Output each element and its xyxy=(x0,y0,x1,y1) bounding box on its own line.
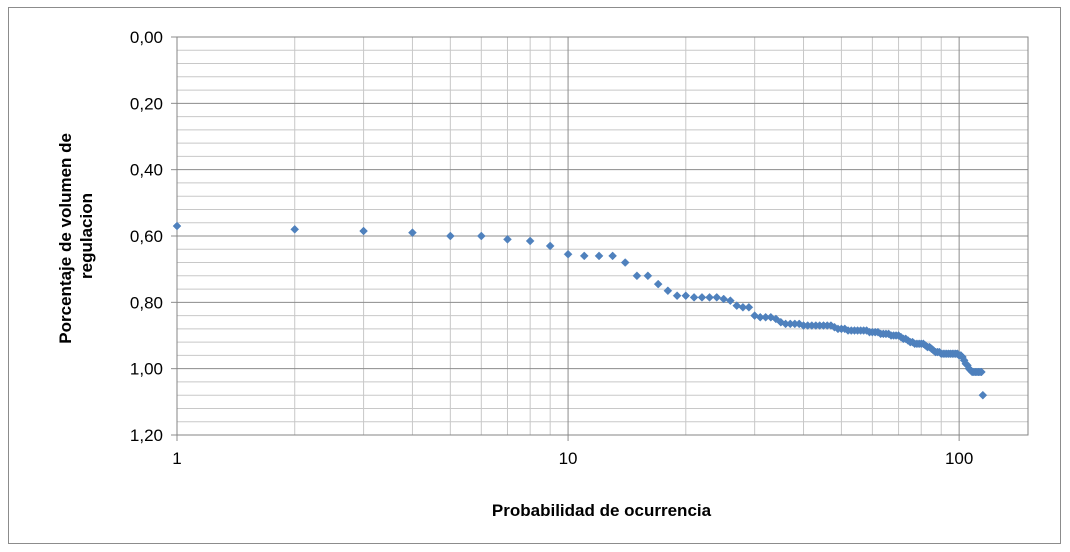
data-point xyxy=(545,241,555,251)
y-tick-labels: 0,00 0,20 0,40 0,60 0,80 1,00 1,20 xyxy=(130,28,163,445)
data-point xyxy=(712,293,722,302)
data-point xyxy=(290,225,300,234)
data-point xyxy=(719,294,729,304)
y-tick-label: 0,80 xyxy=(130,293,163,312)
data-point xyxy=(632,271,642,281)
data-point xyxy=(172,221,182,231)
data-point xyxy=(445,231,455,241)
y-tick-label: 0,20 xyxy=(130,94,163,113)
data-point xyxy=(732,301,742,311)
data-point xyxy=(653,279,663,289)
data-point xyxy=(525,236,535,246)
data-point xyxy=(738,302,748,312)
x-tick-labels: 1 10 100 xyxy=(172,449,973,468)
x-tick-label: 10 xyxy=(559,449,578,468)
grid-major xyxy=(171,36,1028,441)
y-axis-title: Porcentaje de volumen de regulacion xyxy=(56,128,96,343)
y-tick-label: 1,20 xyxy=(130,426,163,445)
x-axis-title: Probabilidad de ocurrencia xyxy=(492,501,712,520)
data-point xyxy=(681,291,691,301)
data-point xyxy=(608,251,617,261)
data-point xyxy=(359,226,368,236)
data-point xyxy=(563,249,573,259)
y-axis-title-line-1: Porcentaje de volumen de xyxy=(56,133,75,344)
y-tick-label: 0,40 xyxy=(130,161,163,180)
data-point xyxy=(503,234,512,244)
x-tick-label: 100 xyxy=(945,449,973,468)
data-point xyxy=(643,271,653,281)
y-tick-label: 0,00 xyxy=(130,28,163,47)
data-point xyxy=(725,296,735,306)
data-point xyxy=(697,293,707,302)
data-point xyxy=(689,293,699,302)
data-point xyxy=(408,228,417,238)
y-tick-label: 1,00 xyxy=(130,360,163,379)
data-point xyxy=(978,390,988,400)
data-points xyxy=(172,221,988,400)
y-tick-label: 0,60 xyxy=(130,227,163,246)
data-point xyxy=(672,291,682,301)
chart-frame: 1 10 100 0,00 0,20 0,40 0,60 0,80 1,00 1,20 Prob… xyxy=(8,7,1061,544)
x-tick-label: 1 xyxy=(172,449,181,468)
plot-area-border xyxy=(176,36,1029,436)
data-point xyxy=(579,251,589,261)
y-axis-title-line-2: regulacion xyxy=(77,193,96,279)
data-point xyxy=(476,231,486,241)
chart-svg: 1 10 100 0,00 0,20 0,40 0,60 0,80 1,00 1,20 Prob… xyxy=(56,28,1029,520)
data-point xyxy=(744,302,754,312)
data-point xyxy=(594,251,604,261)
data-point xyxy=(663,286,673,296)
data-point xyxy=(977,367,986,377)
data-point xyxy=(620,258,630,267)
data-point xyxy=(705,293,714,302)
